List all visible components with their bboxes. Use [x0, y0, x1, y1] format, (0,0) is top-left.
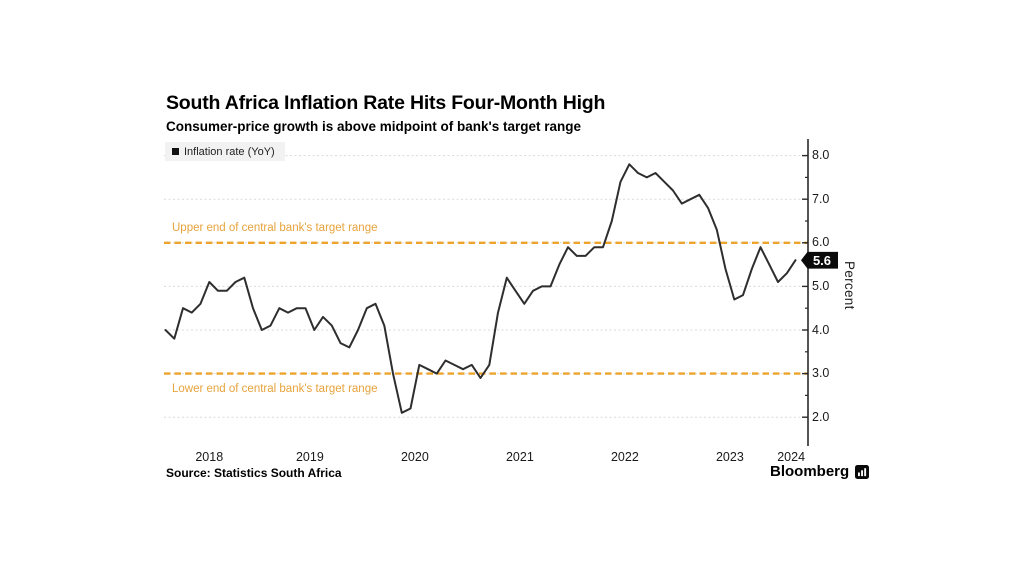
y-tick-label: 2.0: [812, 409, 830, 424]
x-year-label: 2023: [715, 450, 744, 464]
x-year-label: 2018: [195, 450, 224, 464]
upper-target-range-label: Upper end of central bank's target range: [172, 222, 378, 234]
legend: Inflation rate (YoY): [165, 142, 285, 161]
y-axis-unit-label: Percent: [842, 261, 857, 310]
page-subtitle: Consumer-price growth is above midpoint …: [166, 119, 582, 134]
x-year-label: 2024: [777, 450, 806, 464]
y-tick-label: 5.0: [812, 278, 830, 293]
x-year-label: 2020: [400, 450, 429, 464]
y-tick-label: 4.0: [812, 322, 830, 337]
y-tick-label: 7.0: [812, 191, 830, 206]
y-tick-label: 8.0: [812, 148, 830, 163]
source-attribution: Source: Statistics South Africa: [166, 466, 342, 480]
lower-target-range-label: Lower end of central bank's target range: [172, 383, 378, 395]
page-title: South Africa Inflation Rate Hits Four-Mo…: [166, 92, 606, 114]
inflation-data-line: [164, 163, 797, 414]
latest-value-badge: 5.6: [812, 252, 832, 268]
value-badge-shape: [801, 251, 838, 269]
x-year-label: 2021: [505, 450, 534, 464]
y-tick-label: 6.0: [812, 235, 830, 250]
legend-swatch-icon: [172, 148, 179, 155]
x-year-label: 2022: [610, 450, 639, 464]
bloomberg-logo: Bloomberg: [770, 463, 870, 480]
y-tick-label: 3.0: [812, 366, 830, 381]
x-year-label: 2019: [295, 450, 324, 464]
legend-label: Inflation rate (YoY): [184, 145, 275, 158]
bloomberg-wordmark: Bloomberg: [770, 463, 850, 480]
bloomberg-terminal-icon: [855, 464, 870, 479]
